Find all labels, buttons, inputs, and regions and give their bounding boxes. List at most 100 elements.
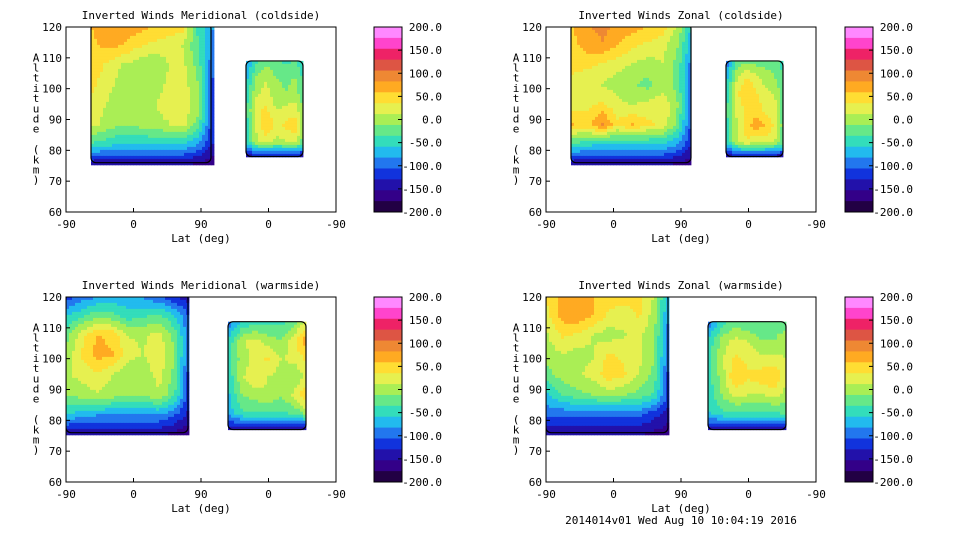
data-cell (145, 44, 149, 49)
data-cell (106, 104, 110, 109)
data-cell (762, 69, 766, 74)
data-cell (643, 146, 647, 151)
data-cell (121, 80, 125, 85)
data-cell (583, 35, 587, 40)
data-cell (655, 50, 659, 55)
data-cell (136, 146, 140, 151)
data-cell (196, 89, 200, 94)
data-cell (673, 149, 677, 154)
data-cell (598, 95, 602, 100)
data-cell (571, 53, 575, 58)
data-cell (756, 81, 760, 86)
data-cell (136, 125, 140, 130)
data-cell (595, 77, 599, 82)
data-cell (190, 143, 194, 148)
data-cell (246, 150, 250, 155)
data-cell (121, 155, 125, 160)
data-cell (688, 107, 692, 112)
data-cell (601, 134, 605, 139)
data-cell (127, 80, 131, 85)
data-cell (646, 83, 650, 88)
data-cell (172, 146, 176, 151)
data-cell (685, 113, 689, 118)
data-cell (598, 137, 602, 142)
data-cell (604, 149, 608, 154)
data-cell (756, 78, 760, 83)
data-cell (628, 62, 632, 67)
data-cell (601, 71, 605, 76)
data-cell (771, 96, 775, 101)
data-cell (166, 80, 170, 85)
data-cell (631, 101, 635, 106)
data-cell (652, 41, 656, 46)
data-cell (661, 131, 665, 136)
data-cell (190, 110, 194, 115)
data-cell (142, 146, 146, 151)
data-cell (276, 132, 280, 137)
data-cell (601, 41, 605, 46)
data-cell (124, 134, 128, 139)
data-cell (628, 107, 632, 112)
data-cell (756, 90, 760, 95)
data-cell (613, 128, 617, 133)
data-cell (774, 111, 778, 116)
data-cell (610, 107, 614, 112)
data-cell (169, 41, 173, 46)
data-cell (571, 29, 575, 34)
data-cell (592, 44, 596, 49)
data-cell (196, 62, 200, 67)
data-cell (130, 32, 134, 37)
data-cell (294, 153, 298, 158)
data-cell (682, 119, 686, 124)
data-cell (282, 96, 286, 101)
data-cell (112, 41, 116, 46)
data-cell (211, 83, 215, 88)
data-cell (300, 123, 304, 128)
data-cell (252, 147, 256, 152)
data-cell (670, 134, 674, 139)
data-cell (252, 105, 256, 110)
data-cell (148, 98, 152, 103)
data-cell (187, 113, 191, 118)
data-cell (300, 114, 304, 119)
data-cell (571, 65, 575, 70)
data-cell (178, 83, 182, 88)
data-cell (655, 140, 659, 145)
data-cell (580, 161, 584, 166)
data-cell (100, 62, 104, 67)
data-cell (771, 102, 775, 107)
data-cell (750, 81, 754, 86)
data-cell (726, 132, 730, 137)
data-cell (777, 81, 781, 86)
data-cell (580, 65, 584, 70)
data-cell (136, 86, 140, 91)
data-cell (652, 116, 656, 121)
data-cell (285, 75, 289, 80)
data-cell (780, 75, 784, 80)
data-cell (601, 98, 605, 103)
data-cell (676, 83, 680, 88)
data-cell (631, 122, 635, 127)
data-cell (127, 47, 131, 52)
data-cell (276, 144, 280, 149)
data-cell (261, 96, 265, 101)
data-cell (264, 135, 268, 140)
data-cell (160, 116, 164, 121)
data-cell (193, 128, 197, 133)
data-cell (127, 89, 131, 94)
data-cell (193, 113, 197, 118)
data-cell (601, 35, 605, 40)
data-cell (726, 105, 730, 110)
data-cell (658, 131, 662, 136)
data-cell (771, 132, 775, 137)
data-cell (780, 96, 784, 101)
data-cell (726, 66, 730, 71)
data-cell (631, 35, 635, 40)
data-cell (634, 41, 638, 46)
data-cell (103, 35, 107, 40)
data-cell (124, 89, 128, 94)
data-cell (643, 155, 647, 160)
data-cell (598, 131, 602, 136)
data-cell (673, 32, 677, 37)
data-cell (655, 59, 659, 64)
